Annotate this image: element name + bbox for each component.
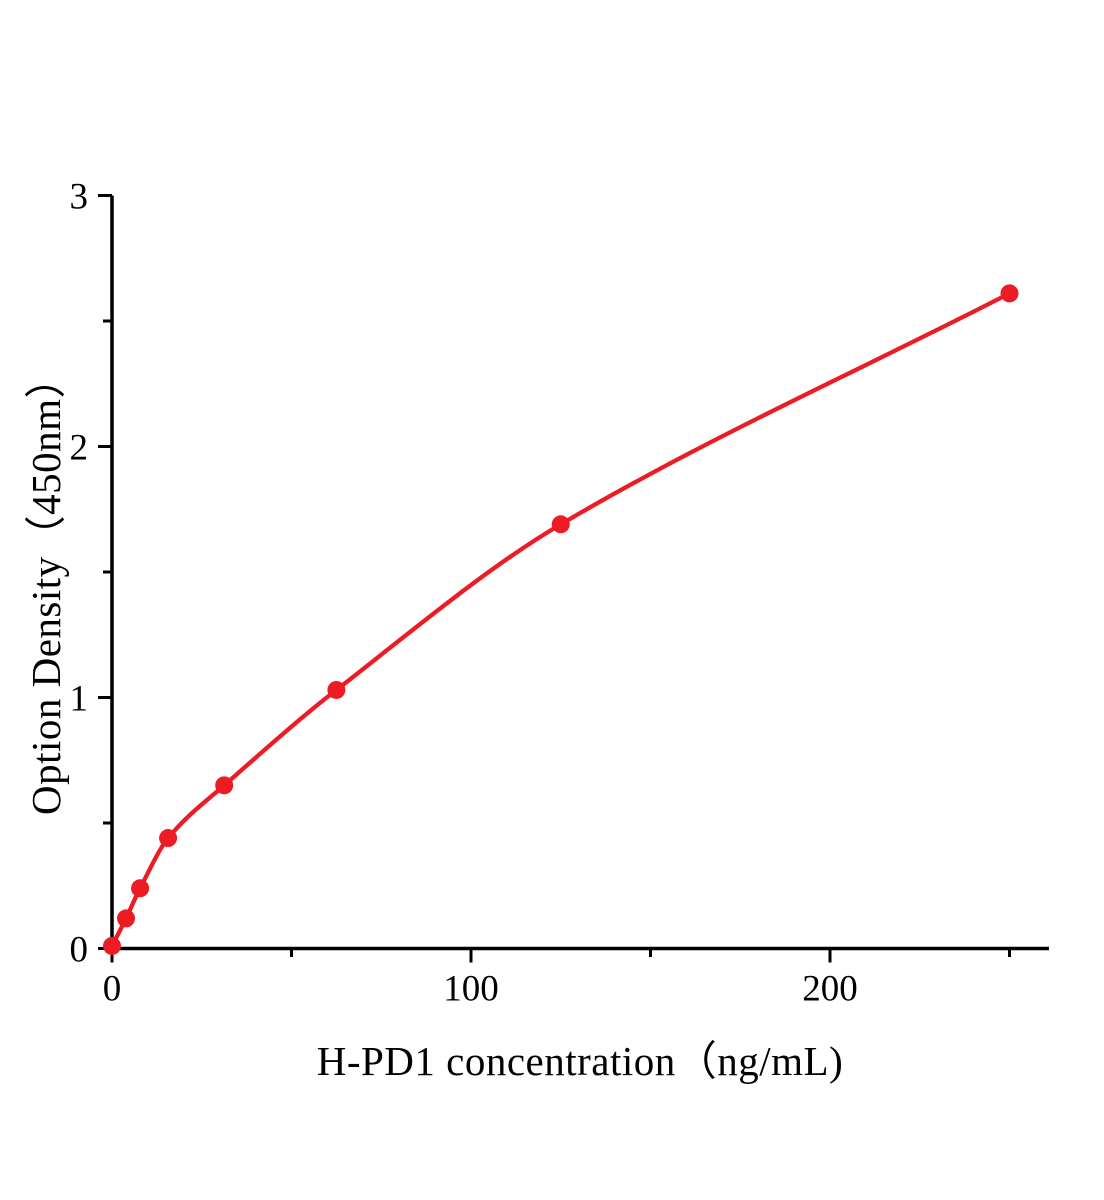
standard-curve-line: [109, 291, 1012, 949]
y-tick-label: 1: [70, 679, 89, 720]
x-tick-label: 100: [443, 969, 499, 1010]
data-point: [117, 909, 136, 928]
y-tick-label: 2: [70, 428, 89, 469]
x-tick-label: 200: [802, 969, 858, 1010]
data-point: [327, 680, 346, 699]
data-point: [103, 936, 121, 955]
y-tick-label: 3: [70, 177, 89, 218]
data-point: [1000, 284, 1019, 303]
y-axis-title: Option Density（450nm）: [23, 356, 69, 816]
data-point: [215, 776, 234, 795]
data-point: [551, 515, 570, 534]
x-tick-label: 0: [103, 969, 122, 1010]
y-tick-label: 0: [70, 930, 89, 971]
x-axis-title: H-PD1 concentration（ng/mL): [316, 1038, 844, 1084]
data-point: [131, 879, 150, 898]
data-point: [159, 829, 178, 848]
